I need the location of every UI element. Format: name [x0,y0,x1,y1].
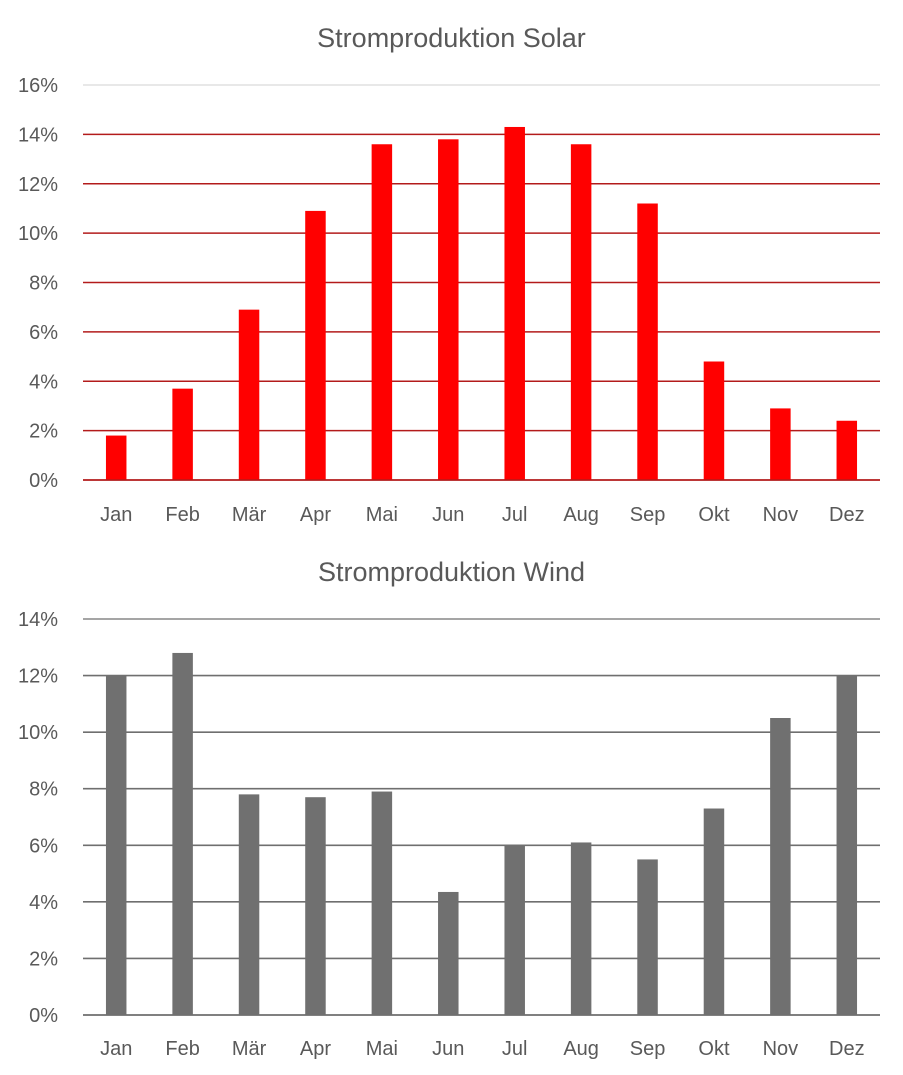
y-tick-label: 4% [29,892,58,914]
x-tick-label: Feb [165,1038,199,1060]
x-tick-label: Mär [232,1038,267,1060]
bar-dez [836,420,858,480]
bar-sep [637,859,658,1015]
bar-jul [504,126,525,480]
x-tick-label: Feb [165,504,199,526]
bar-jan [105,675,127,1015]
y-tick-label: 8% [29,273,58,295]
y-tick-label: 12% [18,666,58,688]
bar-jul [504,845,525,1015]
bar-okt [703,361,725,480]
x-tick-label: Apr [300,504,331,526]
y-tick-label: 8% [29,779,58,801]
y-tick-label: 0% [29,1005,58,1027]
x-tick-label: Sep [630,504,666,526]
x-tick-label: Jan [100,1038,132,1060]
bar-aug [570,144,592,480]
x-tick-label: Mai [366,1038,398,1060]
x-tick-label: Nov [763,1038,799,1060]
x-tick-label: Dez [829,1038,865,1060]
y-tick-label: 14% [18,609,58,631]
wind-chart: Stromproduktion Wind 0% 2% 4% 6% 8% 10% 12% 14% J… [18,557,880,1060]
x-tick-label: Jul [502,1038,528,1060]
bar-jun [438,891,459,1015]
x-tick-label: Aug [563,504,599,526]
y-tick-label: 10% [18,722,58,744]
y-tick-label: 0% [29,470,58,492]
bar-dez [836,675,858,1015]
bar-nov [770,408,791,480]
x-tick-label: Sep [630,1038,666,1060]
bar-mai [371,144,393,480]
bar-jun [438,139,459,480]
bar-okt [703,808,725,1015]
bar-aug [570,842,592,1015]
y-tick-label: 10% [18,223,58,245]
bar-feb [172,652,193,1015]
chart-title: Stromproduktion Wind [318,557,585,587]
x-tick-label: Jan [100,504,132,526]
bar-mai [371,791,393,1015]
bar-mär [238,309,260,480]
bar-apr [305,210,326,480]
x-tick-label: Jul [502,504,528,526]
y-tick-label: 6% [29,835,58,857]
bar-feb [172,388,193,480]
bar-nov [770,718,791,1015]
bar-apr [305,797,326,1015]
y-tick-label: 16% [18,75,58,97]
x-tick-label: Jun [432,1038,464,1060]
y-tick-label: 2% [29,421,58,443]
x-tick-label: Okt [698,504,730,526]
x-tick-label: Aug [563,1038,599,1060]
x-tick-label: Mai [366,504,398,526]
y-tick-label: 2% [29,948,58,970]
x-tick-label: Mär [232,504,267,526]
x-tick-label: Nov [763,504,799,526]
y-tick-label: 12% [18,174,58,196]
chart-title: Stromproduktion Solar [317,23,586,53]
x-tick-label: Apr [300,1038,331,1060]
bar-jan [105,435,127,480]
x-tick-label: Jun [432,504,464,526]
y-tick-label: 6% [29,322,58,344]
bar-sep [637,203,658,480]
bar-mär [238,794,260,1015]
x-tick-label: Okt [698,1038,730,1060]
x-tick-label: Dez [829,504,865,526]
y-tick-label: 14% [18,124,58,146]
solar-chart: Stromproduktion Solar 0% 2% 4% 6% 8% 10% 12% 14%… [18,23,880,526]
y-tick-label: 4% [29,371,58,393]
